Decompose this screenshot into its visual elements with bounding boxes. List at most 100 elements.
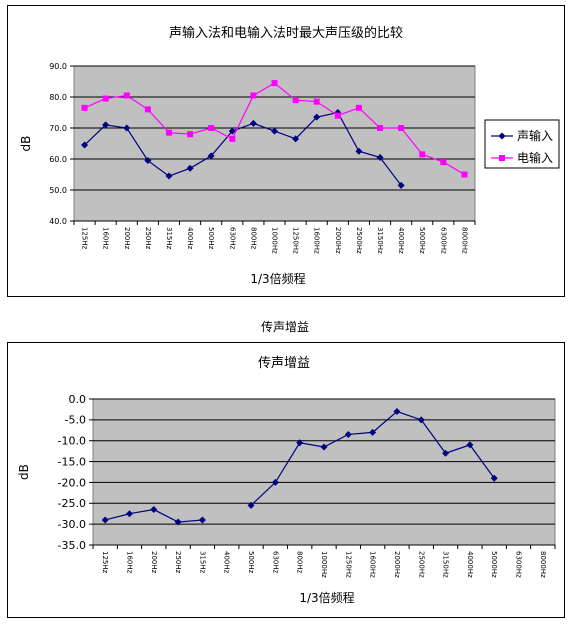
x-tick-label: 630Hz bbox=[228, 227, 236, 250]
x-tick-label: 125Hz bbox=[81, 227, 89, 250]
data-point bbox=[369, 428, 377, 436]
x-tick-label: 630Hz bbox=[271, 551, 279, 574]
x-tick-label: 1600Hz bbox=[313, 227, 321, 254]
plot-area bbox=[73, 65, 476, 222]
data-point bbox=[313, 113, 321, 121]
data-point bbox=[393, 408, 401, 416]
data-point bbox=[440, 159, 447, 166]
x-tick-label: 800Hz bbox=[296, 551, 304, 574]
data-point bbox=[165, 172, 173, 180]
data-point bbox=[187, 131, 194, 138]
data-point bbox=[250, 92, 257, 99]
data-point bbox=[490, 474, 498, 482]
x-tick-label: 1000Hz bbox=[271, 227, 279, 254]
x-tick-label: 1000Hz bbox=[320, 551, 328, 578]
y-tick-label: -15.0 bbox=[58, 455, 86, 468]
x-tick-label: 8000Hz bbox=[460, 227, 468, 254]
chart-2: 传声增益 -35.0 -30.0 -25.0 -20.0 -15.0 -10.0 -5.0 0.… bbox=[17, 356, 556, 605]
data-point bbox=[271, 127, 278, 135]
data-point bbox=[398, 125, 405, 131]
data-point bbox=[376, 153, 384, 161]
data-point bbox=[123, 124, 131, 132]
legend-box bbox=[484, 119, 560, 169]
x-tick-label: 160Hz bbox=[102, 227, 110, 250]
data-point bbox=[165, 129, 172, 136]
legend-marker bbox=[498, 132, 506, 140]
chart-2-frame: 传声增益 -35.0 -30.0 -25.0 -20.0 -15.0 -10.0 -5.0 0.… bbox=[7, 342, 565, 618]
chart-title: 声输入法和电输入法时最大声压级的比较 bbox=[169, 25, 403, 41]
x-axis-title: 1/3倍频程 bbox=[250, 271, 305, 286]
data-point bbox=[198, 516, 206, 524]
data-point bbox=[81, 104, 88, 111]
x-tick-label: 200Hz bbox=[150, 551, 158, 574]
data-point bbox=[228, 127, 236, 135]
data-point bbox=[355, 104, 362, 111]
x-tick-label: 4000Hz bbox=[466, 551, 474, 578]
x-tick-label: 315Hz bbox=[198, 551, 206, 574]
y-tick-label: -10.0 bbox=[58, 435, 86, 448]
data-point bbox=[377, 125, 384, 131]
x-tick-label: 5000Hz bbox=[418, 227, 426, 254]
y-axis-title: dB bbox=[17, 464, 31, 480]
x-tick-label: 3150Hz bbox=[442, 551, 450, 578]
x-tick-label: 250Hz bbox=[144, 227, 152, 250]
y-tick-label: -20.0 bbox=[58, 476, 86, 489]
data-point bbox=[271, 80, 278, 87]
y-tick-label: 90.0 bbox=[49, 62, 67, 71]
data-point bbox=[466, 441, 474, 449]
y-axis-title: dB bbox=[19, 136, 33, 152]
data-point bbox=[292, 135, 300, 143]
y-tick-label: 70.0 bbox=[49, 124, 67, 133]
data-point bbox=[292, 97, 299, 104]
x-tick-label: 1250Hz bbox=[344, 551, 352, 578]
data-point bbox=[144, 106, 151, 113]
data-point bbox=[397, 181, 405, 189]
data-point bbox=[125, 510, 133, 518]
chart-1: 声输入法和电输入法时最大声压级的比较 40.0 50.0 60.0 70.0 80.0 90… bbox=[19, 25, 560, 286]
x-tick-label: 400Hz bbox=[186, 227, 194, 250]
x-tick-label: 200Hz bbox=[123, 227, 131, 250]
x-tick-label: 125Hz bbox=[101, 551, 109, 574]
data-point bbox=[249, 119, 257, 127]
data-point bbox=[271, 478, 279, 486]
data-point bbox=[207, 152, 215, 160]
x-tick-label: 3150Hz bbox=[376, 227, 384, 254]
x-tick-label: 2000Hz bbox=[393, 551, 401, 578]
data-point bbox=[320, 443, 328, 451]
x-tick-label: 6300Hz bbox=[515, 551, 523, 578]
x-tick-label: 250Hz bbox=[174, 551, 182, 574]
x-tick-label: 2000Hz bbox=[334, 227, 342, 254]
data-point bbox=[174, 518, 182, 526]
x-tick-label: 6300Hz bbox=[439, 227, 447, 254]
x-tick-label: 400Hz bbox=[223, 551, 231, 574]
data-point bbox=[150, 506, 158, 514]
data-point bbox=[461, 171, 468, 178]
x-tick-label: 315Hz bbox=[165, 227, 173, 250]
x-tick-label: 800Hz bbox=[249, 227, 257, 250]
x-tick-label: 5000Hz bbox=[490, 551, 498, 578]
x-tick-label: 2500Hz bbox=[417, 551, 425, 578]
plot-area bbox=[92, 398, 556, 546]
between-title: 传声增益 bbox=[260, 320, 309, 334]
legend-label: 声输入 bbox=[517, 128, 553, 143]
x-axis-title: 1/3倍频程 bbox=[299, 590, 354, 605]
data-point bbox=[101, 516, 109, 524]
data-point bbox=[247, 501, 255, 509]
data-point bbox=[229, 135, 236, 142]
x-tick-label: 1250Hz bbox=[292, 227, 300, 254]
data-point bbox=[419, 151, 426, 158]
data-point bbox=[296, 439, 304, 447]
data-point bbox=[123, 92, 130, 99]
chart-title: 传声增益 bbox=[258, 356, 310, 371]
y-tick-label: -5.0 bbox=[65, 414, 86, 427]
data-point bbox=[442, 449, 450, 457]
y-tick-label: 0.0 bbox=[69, 393, 87, 406]
chart-1-frame: 声输入法和电输入法时最大声压级的比较 40.0 50.0 60.0 70.0 80.0 90… bbox=[7, 5, 565, 297]
y-tick-label: 80.0 bbox=[49, 93, 67, 102]
x-tick-label: 160Hz bbox=[125, 551, 133, 574]
y-tick-label: -25.0 bbox=[58, 497, 86, 510]
data-point bbox=[313, 98, 320, 105]
data-point bbox=[81, 141, 89, 149]
x-tick-label: 500Hz bbox=[207, 227, 215, 250]
x-tick-label: 2500Hz bbox=[355, 227, 363, 254]
